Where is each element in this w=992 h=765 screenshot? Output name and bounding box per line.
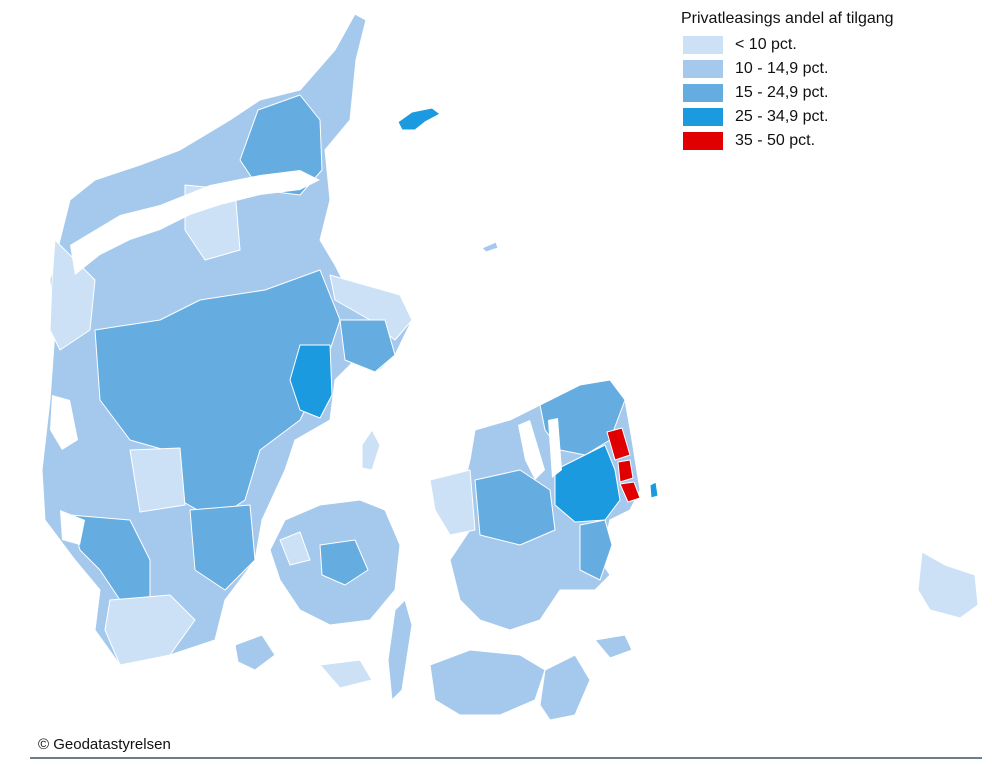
region-central-jutland (94, 269, 341, 521)
legend-swatch (683, 60, 723, 78)
region-odense (319, 539, 369, 586)
region-gentofte (606, 427, 631, 461)
zealand (429, 379, 641, 631)
region-aarhus (289, 344, 333, 419)
island-anholt (481, 241, 499, 253)
region-djursland (329, 274, 413, 341)
legend-swatch (683, 132, 723, 150)
map-legend: Privatleasings andel af tilgang < 10 pct… (681, 9, 941, 153)
region-west-zealand (474, 469, 556, 546)
legend-item: 35 - 50 pct. (681, 129, 941, 153)
ringkobing-fjord (60, 510, 85, 545)
region-lolland (429, 649, 546, 716)
footer-divider (30, 757, 982, 759)
island-bornholm (917, 551, 979, 619)
legend-label: 35 - 50 pct. (735, 132, 816, 149)
attribution-text: © Geodatastyrelsen (38, 736, 171, 753)
island-als (234, 634, 276, 671)
region-dragoer (619, 481, 641, 503)
region-herning (129, 447, 186, 513)
island-langeland (387, 599, 413, 701)
region-toender (104, 594, 196, 666)
island-laeso (397, 107, 441, 131)
region-falster (539, 654, 591, 721)
region-frederiksberg (617, 459, 634, 483)
island-saltholm (649, 481, 659, 499)
roskilde-fjord (548, 418, 562, 478)
funen (269, 499, 401, 626)
legend-title: Privatleasings andel af tilgang (681, 10, 894, 27)
legend-label: 15 - 24,9 pct. (735, 84, 829, 101)
legend-label: 10 - 14,9 pct. (735, 60, 829, 77)
legend-item: 15 - 24,9 pct. (681, 81, 941, 105)
legend-swatch (683, 108, 723, 126)
legend-item: < 10 pct. (681, 33, 941, 57)
legend-item: 25 - 34,9 pct. (681, 105, 941, 129)
region-odsherred (429, 469, 476, 536)
region-copenhagen-suburbs (554, 444, 621, 523)
legend-label: 25 - 34,9 pct. (735, 108, 829, 125)
limfjord (70, 170, 320, 275)
lolland-falster (429, 649, 591, 721)
region-jutland-west-light (49, 239, 96, 351)
west-lagoon (50, 395, 78, 450)
island-samsoe (361, 429, 381, 471)
island-aeroe (319, 659, 373, 689)
island-moen (594, 634, 633, 659)
isefjord (518, 420, 545, 480)
legend-swatch (683, 84, 723, 102)
legend-swatch (683, 36, 723, 54)
region-southeast-jutland (189, 504, 256, 591)
region-stevns (579, 519, 613, 581)
region-djursland-east (339, 319, 396, 373)
region-funen-light (279, 531, 311, 566)
jutland (41, 13, 413, 666)
legend-label: < 10 pct. (735, 36, 797, 53)
legend-item: 10 - 14,9 pct. (681, 57, 941, 81)
